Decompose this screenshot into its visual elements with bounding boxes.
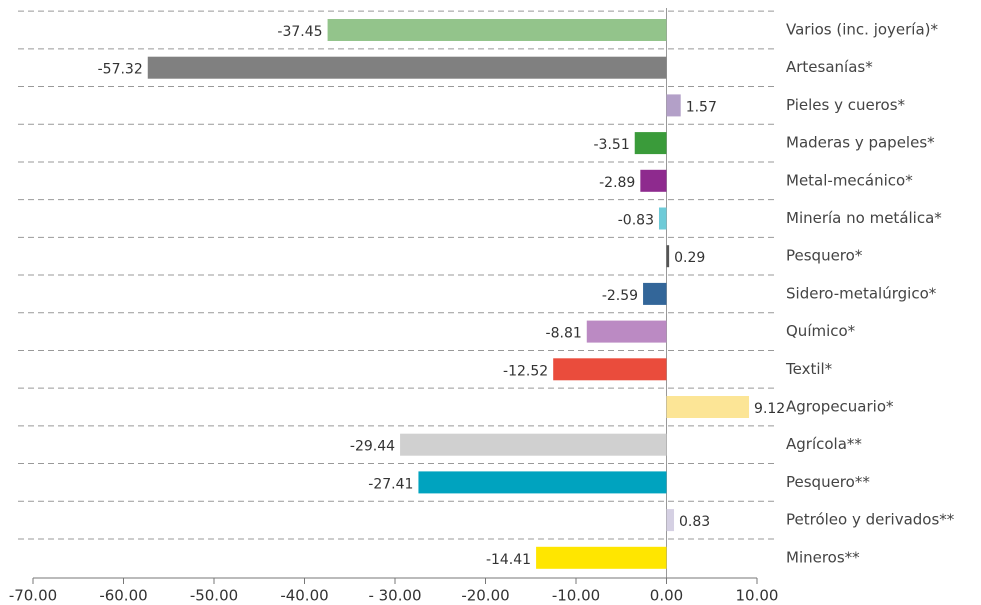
bar: [666, 245, 670, 268]
x-tick-label: - 30.00: [368, 587, 421, 605]
category-label: Mineros**: [786, 548, 860, 566]
value-label: -57.32: [98, 62, 143, 78]
category-label: Pesquero*: [786, 247, 863, 265]
x-tick-label: -50.00: [190, 587, 238, 605]
bar: [634, 132, 667, 155]
x-tick-label: 0.00: [650, 587, 683, 605]
category-label: Minería no metálica*: [786, 209, 942, 227]
value-label: -14.41: [486, 552, 531, 568]
category-label: Agrícola**: [786, 435, 862, 453]
x-tick-label: -60.00: [99, 587, 147, 605]
category-label: Químico*: [786, 322, 856, 340]
x-tick-label: -40.00: [280, 587, 328, 605]
bar: [666, 94, 681, 117]
value-label: -12.52: [503, 363, 548, 379]
bar: [640, 169, 667, 192]
category-label: Pesquero**: [786, 473, 870, 491]
x-tick-label: -10.00: [552, 587, 600, 605]
category-label: Sidero-metalúrgico*: [786, 284, 937, 302]
value-label: -3.51: [594, 137, 630, 153]
bar: [666, 509, 675, 532]
category-label: Artesanías*: [786, 58, 873, 76]
category-label: Petróleo y derivados**: [786, 511, 955, 529]
value-label: -37.45: [277, 24, 322, 40]
category-label: Metal-mecánico*: [786, 171, 913, 189]
category-label: Pieles y cueros*: [786, 96, 906, 114]
x-tick-label: -70.00: [9, 587, 57, 605]
x-tick-label: -20.00: [461, 587, 509, 605]
category-label: Maderas y papeles*: [786, 134, 935, 152]
value-label: -29.44: [350, 439, 395, 455]
bar: [553, 358, 667, 381]
value-label: 1.57: [686, 99, 717, 115]
bar: [586, 320, 667, 343]
value-label: -8.81: [546, 326, 582, 342]
value-label: -27.41: [368, 476, 413, 492]
value-label: -0.83: [618, 213, 654, 229]
x-tick-label: 10.00: [736, 587, 779, 605]
category-label: Varios (inc. joyería)*: [786, 21, 939, 39]
bar: [400, 433, 667, 456]
bar: [536, 546, 667, 569]
bar: [147, 56, 667, 79]
bar: [666, 396, 750, 418]
value-label: 0.29: [674, 250, 705, 266]
bar: [658, 207, 667, 230]
category-label: Textil*: [785, 360, 833, 378]
bar: [643, 282, 667, 305]
value-label: -2.59: [602, 288, 638, 304]
value-label: 9.12: [754, 401, 785, 417]
bar: [418, 471, 667, 494]
value-label: -2.89: [599, 175, 635, 191]
category-label: Agropecuario*: [786, 398, 894, 416]
bar: [327, 19, 667, 41]
value-label: 0.83: [679, 514, 710, 530]
